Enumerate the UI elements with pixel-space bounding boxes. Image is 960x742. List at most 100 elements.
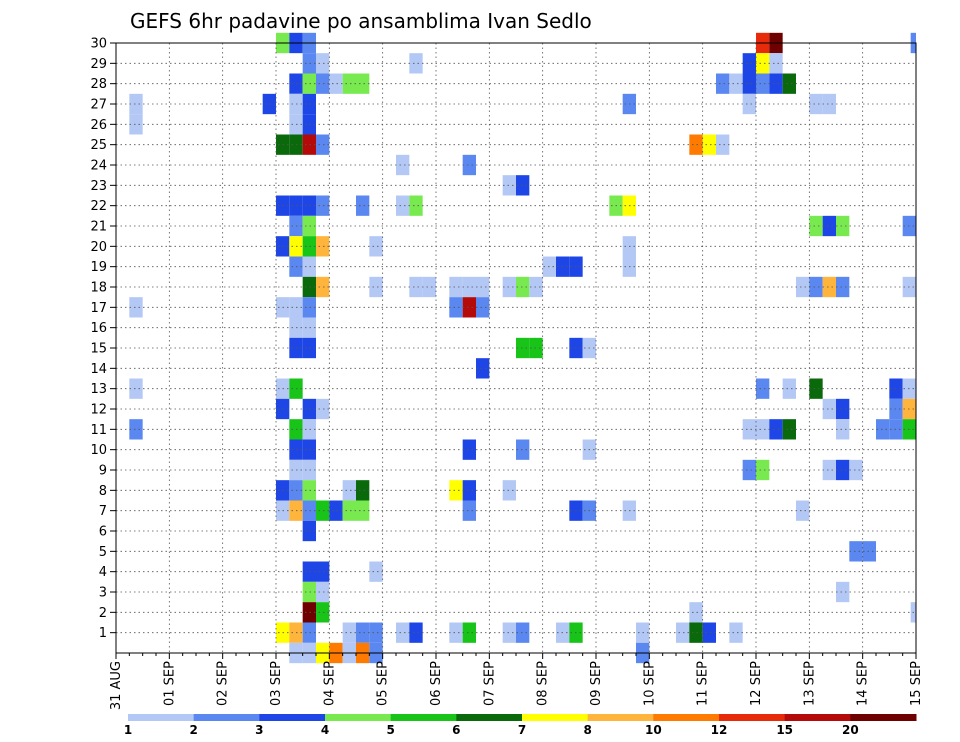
y-tick-label: 22 [90, 199, 107, 214]
heatmap-cell [462, 622, 476, 643]
heatmap-cell [356, 480, 370, 501]
chart-title: GEFS 6hr padavine po ansamblima Ivan Sed… [130, 9, 592, 33]
y-tick-label: 19 [90, 260, 107, 275]
heatmap-cell [769, 419, 783, 440]
y-tick-label: 18 [90, 281, 107, 296]
y-tick-label: 7 [99, 504, 107, 519]
legend-color-swatch [522, 714, 589, 721]
legend-label: 15 [776, 723, 793, 737]
heatmap-cell [876, 419, 890, 440]
y-tick-label: 20 [90, 240, 107, 255]
heatmap-cell [836, 215, 850, 237]
heatmap-cell [822, 93, 836, 115]
heatmap-cell [302, 73, 316, 94]
legend-color-swatch [784, 714, 851, 721]
heatmap-cell [849, 541, 863, 562]
heatmap-cell [369, 236, 383, 257]
heatmap-cell [796, 276, 810, 298]
heatmap-cell [302, 622, 316, 643]
heatmap-cell [476, 276, 490, 298]
heatmap-cell [129, 297, 143, 318]
heatmap-cell [742, 53, 756, 74]
heatmap-cell [409, 622, 423, 643]
heatmap-cell [396, 622, 410, 643]
x-tick-label: 04 SEP [322, 661, 337, 706]
x-tick-label: 11 SEP [696, 661, 711, 706]
heatmap-cell [689, 622, 703, 643]
heatmap-cell [809, 93, 823, 115]
legend-label: 1 [124, 723, 132, 737]
heatmap-cell [502, 175, 516, 196]
heatmap-cell [316, 73, 330, 94]
heatmap-cell [476, 297, 490, 318]
y-axis: 1234567891011121314151617181920212223242… [90, 37, 116, 641]
heatmap-cell [289, 419, 303, 440]
heatmap-cell [742, 459, 756, 481]
heatmap-cell [302, 602, 316, 623]
y-tick-label: 24 [90, 159, 107, 174]
heatmap-cell [129, 378, 143, 399]
heatmap-cell [302, 337, 316, 359]
heatmap-cell [316, 581, 330, 603]
heatmap-cell [302, 134, 316, 155]
heatmap-cell [289, 256, 303, 277]
heatmap-cell [302, 93, 316, 115]
y-tick-label: 27 [90, 98, 107, 113]
x-tick-label: 10 SEP [642, 661, 657, 706]
legend-color-swatch [719, 714, 786, 721]
heatmap-cell [289, 73, 303, 94]
heatmap-cell [449, 480, 463, 501]
x-tick-label: 14 SEP [856, 661, 871, 706]
heatmap-cell [836, 276, 850, 298]
heatmap-cell [302, 480, 316, 501]
heatmap-cell [316, 561, 330, 582]
heatmap-cell [302, 215, 316, 237]
heatmap-cell [476, 358, 490, 379]
heatmap-cell [342, 622, 356, 643]
y-tick-label: 30 [90, 37, 107, 52]
y-tick-label: 13 [90, 382, 107, 397]
heatmap-cell [316, 53, 330, 74]
y-tick-label: 10 [90, 443, 107, 458]
heatmap-cell [396, 195, 410, 216]
heatmap-cell [769, 53, 783, 74]
heatmap-cell [836, 419, 850, 440]
heatmap-cell [836, 398, 850, 420]
heatmap-cell [409, 195, 423, 216]
heatmap-cell [502, 480, 516, 501]
heatmap-cell [516, 175, 530, 196]
heatmap-cell [396, 154, 410, 176]
heatmap-cell [329, 500, 343, 521]
heatmap-cell [356, 195, 370, 216]
heatmap-cell [449, 297, 463, 318]
y-tick-label: 3 [99, 586, 107, 601]
y-tick-label: 1 [99, 626, 107, 641]
heatmap-cell [289, 459, 303, 481]
heatmap-cell [822, 215, 836, 237]
heatmap-cell [782, 378, 796, 399]
heatmap-cell [716, 73, 730, 94]
heatmap-cell [729, 73, 743, 94]
heatmap-cell [302, 195, 316, 216]
x-tick-label: 01 SEP [162, 661, 177, 706]
heatmap-cell [449, 622, 463, 643]
heatmap-cell [742, 419, 756, 440]
heatmap-cell [782, 419, 796, 440]
heatmap-cell [289, 215, 303, 237]
legend-color-swatch [850, 714, 917, 721]
heatmap-cell [822, 459, 836, 481]
legend-color-swatch [587, 714, 654, 721]
y-tick-label: 6 [99, 525, 107, 540]
heatmap-cell [462, 439, 476, 460]
y-tick-label: 5 [99, 545, 107, 560]
heatmap-cell [302, 276, 316, 298]
heatmap-cell [302, 459, 316, 481]
heatmap-cell [809, 276, 823, 298]
heatmap-cell [289, 480, 303, 501]
heatmap-cell [862, 541, 876, 562]
heatmap-cell [449, 276, 463, 298]
x-tick-label: 03 SEP [269, 661, 284, 706]
y-tick-label: 23 [90, 179, 107, 194]
legend-label: 4 [321, 723, 329, 737]
